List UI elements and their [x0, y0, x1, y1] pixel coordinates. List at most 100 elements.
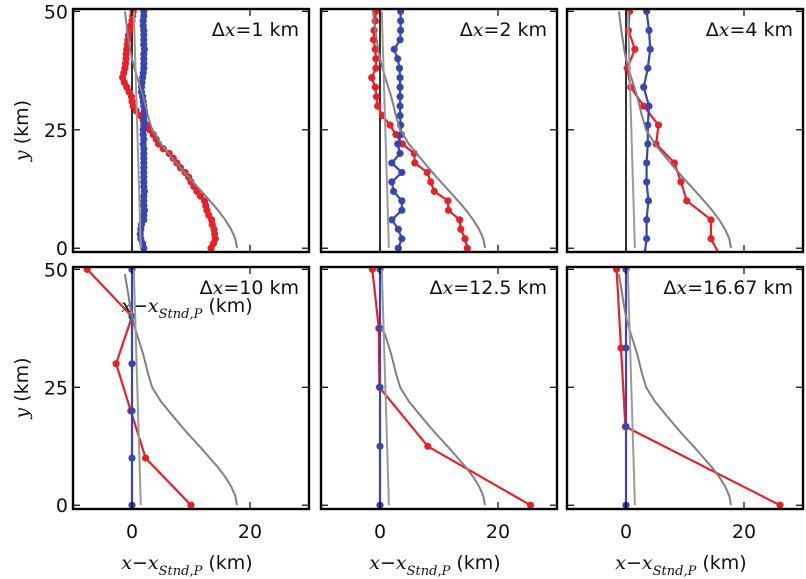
data-point-red — [372, 64, 380, 72]
x-axis-label-unit: (km) — [696, 552, 746, 574]
x-axis-label-subscript: Stnd,P — [653, 564, 697, 579]
x-tick-label: 20 — [732, 521, 756, 543]
data-point-blue — [640, 83, 648, 91]
panel-label-value: =4 km — [729, 19, 793, 41]
axes-frame — [319, 265, 559, 511]
panel-label-delta: Δ — [200, 277, 213, 299]
data-point-blue — [376, 442, 384, 450]
x-axis-label-subscript: Stnd,P — [407, 564, 451, 579]
data-point-blue — [622, 422, 630, 431]
y-axis-label-var: y — [11, 150, 33, 162]
data-point-red — [631, 45, 639, 53]
x-axis-label-var2: x — [148, 552, 159, 574]
data-point-red — [456, 216, 464, 224]
panel-label-var: x — [676, 277, 687, 299]
data-point-blue — [396, 111, 404, 120]
x-axis-label: x−xStnd,P (km) — [369, 552, 500, 579]
data-point-blue — [128, 454, 136, 462]
data-point-blue — [398, 235, 406, 243]
panel-label-delta: Δ — [460, 19, 473, 41]
data-point-red — [372, 55, 380, 63]
data-point-blue — [376, 383, 384, 391]
series-line-reference-2 — [132, 269, 142, 506]
data-point-red — [640, 102, 648, 110]
data-point-red — [424, 442, 432, 450]
data-point-red — [457, 225, 465, 233]
x-axis-label-var2: x — [642, 552, 653, 574]
y-axis-label-var: y — [11, 408, 33, 420]
data-point-red — [368, 267, 376, 273]
x-tick-label: 0 — [374, 521, 386, 543]
panel-label-delta: Δ — [663, 277, 676, 299]
data-point-blue — [388, 178, 396, 186]
data-point-blue — [398, 206, 406, 214]
data-point-red — [526, 501, 535, 509]
x-axis-label-var: x — [121, 552, 132, 574]
data-point-blue — [396, 36, 404, 44]
series-line-reference-2 — [626, 269, 636, 506]
x-axis-label: x−xStnd,P (km) — [121, 552, 252, 579]
plot-area — [368, 9, 486, 252]
data-point-red — [371, 83, 379, 91]
panel-label-var: x — [473, 19, 484, 41]
data-point-red — [683, 197, 691, 205]
data-point-blue — [128, 407, 136, 415]
y-axis-label-unit: (km) — [11, 100, 33, 150]
data-point-blue — [394, 225, 402, 233]
x-tick-label: 20 — [238, 521, 262, 543]
y-axis-label-unit: (km) — [11, 357, 33, 407]
plot-area — [612, 267, 784, 509]
data-point-blue — [128, 360, 136, 368]
data-point-red — [707, 216, 715, 224]
y-tick-label: 0 — [56, 238, 68, 260]
series-line-reference — [123, 273, 238, 506]
data-point-blue — [644, 140, 652, 148]
panel-label: Δx=2 km — [460, 19, 547, 41]
panel-label: Δx=12.5 km — [430, 277, 548, 299]
data-point-red — [392, 130, 400, 139]
series-line-reference-2 — [380, 269, 390, 506]
data-point-blue — [398, 197, 406, 205]
x-axis-label-minus: − — [380, 552, 396, 574]
data-point-red — [372, 93, 381, 101]
panel-label-var: x — [225, 19, 236, 41]
data-point-red — [654, 121, 663, 129]
data-point-red — [461, 235, 469, 243]
data-point-blue — [396, 102, 404, 110]
data-point-blue — [644, 197, 653, 205]
series-line-red — [371, 269, 532, 507]
data-point-blue — [645, 102, 653, 110]
axes-frame — [71, 265, 311, 511]
panel-label-var: x — [213, 277, 224, 299]
data-point-blue — [643, 9, 651, 15]
data-point-red — [427, 178, 435, 186]
data-point-red — [83, 267, 91, 273]
data-point-blue — [394, 244, 402, 252]
plot-area — [83, 267, 238, 509]
data-point-red — [463, 244, 471, 252]
y-tick-label: 25 — [44, 377, 68, 399]
data-point-red — [617, 344, 625, 352]
series-line-reference-2 — [626, 11, 636, 249]
x-axis-label-unit: (km) — [202, 295, 252, 317]
x-axis-label: x−xStnd,P (km) — [121, 295, 252, 322]
data-point-red — [423, 168, 431, 177]
panel-label-delta: Δ — [706, 19, 719, 41]
x-axis-label-var: x — [615, 552, 626, 574]
series-line-reference — [617, 11, 732, 249]
data-point-blue — [389, 187, 398, 195]
series-line-reference-2 — [132, 11, 142, 249]
series-line-red — [626, 11, 719, 252]
series-line-reference — [371, 11, 486, 249]
data-point-blue — [396, 74, 404, 82]
data-point-red — [776, 501, 784, 509]
data-point-red — [430, 187, 438, 195]
data-point-blue — [643, 216, 651, 224]
x-axis-label-unit: (km) — [202, 552, 252, 574]
series-line-reference-2 — [380, 11, 390, 249]
panel-label-value: =10 km — [223, 277, 299, 299]
